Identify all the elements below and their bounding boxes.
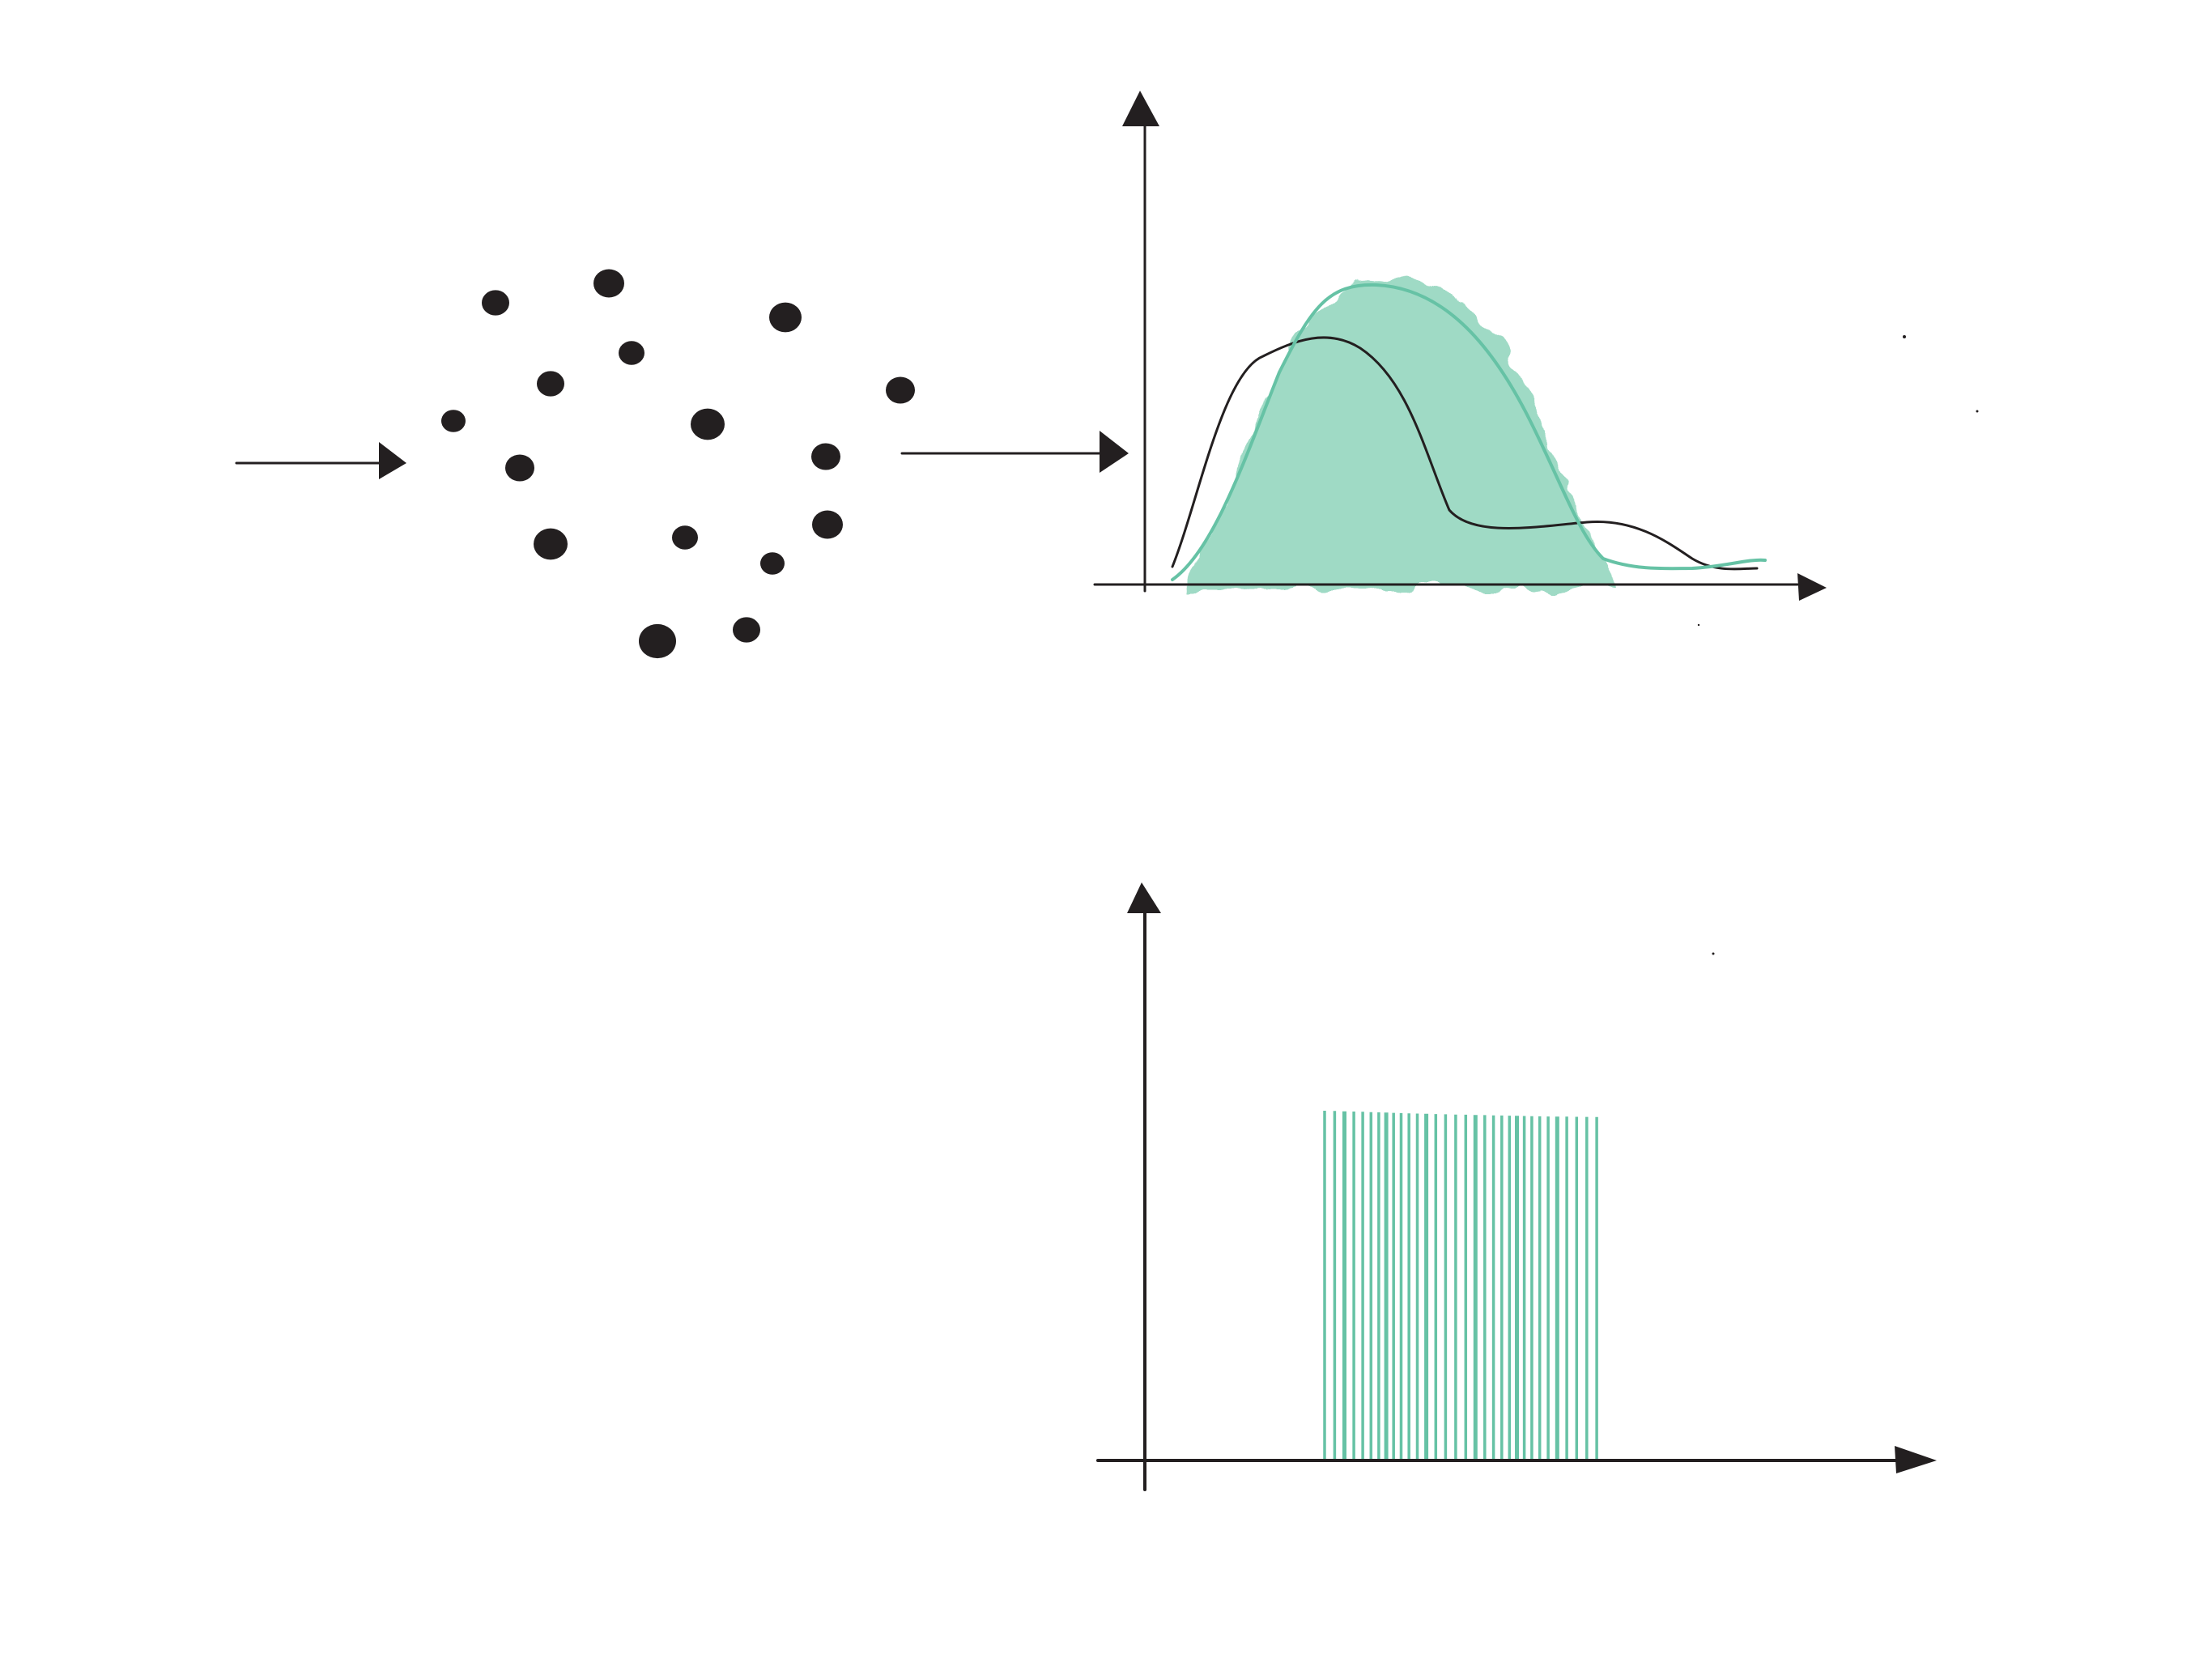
sample-point xyxy=(441,410,466,432)
paper-specks xyxy=(1697,335,1979,955)
sample-point xyxy=(811,443,840,470)
sample-point xyxy=(639,623,676,659)
teal-fill-area xyxy=(1190,277,1611,589)
x-axis-arrowhead xyxy=(1797,573,1827,601)
density-plot xyxy=(1093,91,1827,601)
x-axis-arrowhead xyxy=(1895,1446,1937,1473)
sample-lines xyxy=(1323,1111,1598,1460)
sample-points xyxy=(441,269,915,659)
sample-point xyxy=(505,454,534,482)
input-arrow xyxy=(235,442,406,479)
sample-point xyxy=(534,528,568,560)
sample-point xyxy=(537,371,564,397)
sample-point xyxy=(691,408,725,440)
samples-plot xyxy=(1096,882,1937,1491)
black-curve xyxy=(1171,336,1759,571)
sample-point xyxy=(769,302,802,333)
sample-point xyxy=(619,341,644,365)
y-axis-arrowhead xyxy=(1127,882,1161,913)
sample-point xyxy=(886,376,915,404)
sample-point xyxy=(812,510,843,539)
sample-point xyxy=(760,552,785,575)
density-arrow xyxy=(900,431,1129,473)
teal-curve xyxy=(1171,283,1767,581)
sample-point xyxy=(672,525,698,550)
sample-point xyxy=(593,269,624,298)
sample-point xyxy=(733,617,760,643)
y-axis-arrowhead xyxy=(1122,91,1159,126)
sample-point xyxy=(482,290,509,316)
